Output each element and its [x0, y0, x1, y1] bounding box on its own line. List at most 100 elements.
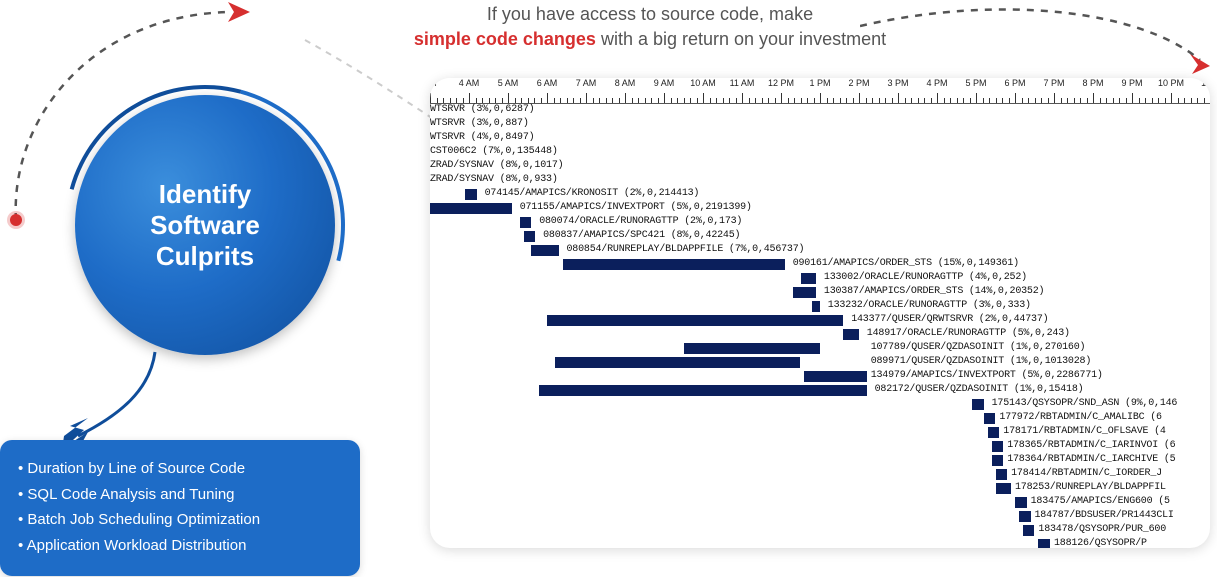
- timeline-hour-label: 6 PM: [1004, 78, 1025, 88]
- gantt-row-label: 178171/RBTADMIN/C_OFLSAVE (4: [1003, 426, 1165, 437]
- gantt-row-label: 188126/QSYSOPR/P: [1054, 538, 1147, 548]
- gantt-row-label: 130387/AMAPICS/ORDER_STS (14%,0,20352): [824, 286, 1044, 297]
- gantt-row: 090161/AMAPICS/ORDER_STS (15%,0,149361): [430, 258, 1210, 272]
- timeline-hour-label: 5 AM: [498, 78, 519, 88]
- gantt-row-label: 143377/QUSER/QRWTSRVR (2%,0,44737): [851, 314, 1048, 325]
- timeline-hour-label: 10 PM: [1158, 78, 1184, 88]
- gantt-bar: [988, 427, 1000, 438]
- gantt-row-label: 178364/RBTADMIN/C_IARCHIVE (5: [1007, 454, 1175, 465]
- timeline-hour-label: 11 AM: [730, 78, 755, 88]
- gantt-bar: [524, 231, 536, 242]
- gantt-row-label: 133002/ORACLE/RUNORAGTTP (4%,0,252): [824, 272, 1027, 283]
- gantt-body: WTSRVR (3%,0,6287) WTSRVR (3%,0,887)WTSRV…: [430, 104, 1210, 548]
- gantt-bar: [465, 189, 477, 200]
- gantt-bar: [984, 413, 996, 424]
- feature-item: Application Workload Distribution: [18, 533, 342, 559]
- timeline-ticks: [430, 93, 1210, 103]
- timeline-hour-label: AM: [430, 78, 437, 88]
- timeline-hour-label: 4 AM: [459, 78, 480, 88]
- gantt-bar: [1023, 525, 1035, 536]
- timeline-hour-label: 12 PM: [768, 78, 794, 88]
- gantt-row-label: 090161/AMAPICS/ORDER_STS (15%,0,149361): [793, 258, 1019, 269]
- gantt-bar: [996, 483, 1012, 494]
- timeline-hour-label: 11 P: [1201, 78, 1210, 88]
- timeline-hour-label: 8 PM: [1082, 78, 1103, 88]
- gantt-row-label: ZRAD/SYSNAV (8%,0,933): [430, 174, 558, 185]
- gantt-bar: [996, 469, 1008, 480]
- gantt-row: 143377/QUSER/QRWTSRVR (2%,0,44737): [430, 314, 1210, 328]
- gantt-row-label: 183475/AMAPICS/ENG600 (5: [1031, 496, 1170, 507]
- gantt-row: WTSRVR (3%,0,6287): [430, 104, 1210, 118]
- gantt-row-label: 184787/BDSUSER/PR1443CLI: [1035, 510, 1174, 521]
- feature-item: SQL Code Analysis and Tuning: [18, 482, 342, 508]
- gantt-bar: [992, 455, 1004, 466]
- gantt-bar: [539, 385, 867, 396]
- timeline-hour-label: 4 PM: [926, 78, 947, 88]
- gantt-row-label: 175143/QSYSOPR/SND_ASN (9%,0,146: [992, 398, 1178, 409]
- gantt-row: 188126/QSYSOPR/P: [430, 538, 1210, 548]
- gantt-row-label: 134979/AMAPICS/INVEXTPORT (5%,0,2286771): [871, 370, 1103, 381]
- gantt-row-label: 089971/QUSER/QZDASOINIT (1%,0,1013028): [871, 356, 1091, 367]
- gantt-bar: [563, 259, 785, 270]
- header-text: If you have access to source code, make …: [350, 2, 950, 52]
- gantt-row: 089971/QUSER/QZDASOINIT (1%,0,1013028): [430, 356, 1210, 370]
- feature-item: Batch Job Scheduling Optimization: [18, 507, 342, 533]
- gantt-row-label: 178414/RBTADMIN/C_IORDER_J: [1011, 468, 1162, 479]
- gantt-row-label: 082172/QUSER/QZDASOINIT (1%,0,15418): [875, 384, 1084, 395]
- gantt-row: WTSRVR (3%,0,887): [430, 118, 1210, 132]
- timeline-hour-label: 3 PM: [887, 78, 908, 88]
- gantt-row-label: CST006C2 (7%,0,135448): [430, 146, 558, 157]
- gantt-bar: [430, 203, 512, 214]
- gantt-bar: [801, 273, 817, 284]
- timeline-hour-label: 8 AM: [615, 78, 636, 88]
- gantt-row-label: 133232/ORACLE/RUNORAGTTP (3%,0,333): [828, 300, 1031, 311]
- gantt-row-label: 178253/RUNREPLAY/BLDAPPFIL: [1015, 482, 1166, 493]
- gantt-row: 071155/AMAPICS/INVEXTPORT (5%,0,2191399): [430, 202, 1210, 216]
- gantt-row-label: WTSRVR (4%,0,8497): [430, 132, 534, 143]
- arc-start-dot: [10, 214, 22, 226]
- timeline-hour-label: 1 PM: [809, 78, 830, 88]
- gantt-bar: [684, 343, 821, 354]
- gantt-bar: [1019, 511, 1031, 522]
- gantt-row: 178365/RBTADMIN/C_IARINVOI (6: [430, 440, 1210, 454]
- gantt-row: 133232/ORACLE/RUNORAGTTP (3%,0,333): [430, 300, 1210, 314]
- gantt-row: 133002/ORACLE/RUNORAGTTP (4%,0,252): [430, 272, 1210, 286]
- gantt-row-label: 183478/QSYSOPR/PUR_600: [1038, 524, 1166, 535]
- gantt-row-label: WTSRVR (3%,0,6287): [430, 104, 534, 115]
- gantt-row: 074145/AMAPICS/KRONOSIT (2%,0,214413): [430, 188, 1210, 202]
- gantt-row: CST006C2 (7%,0,135448): [430, 146, 1210, 160]
- gantt-row: ZRAD/SYSNAV (8%,0,933): [430, 174, 1210, 188]
- gantt-panel: AM4 AM5 AM6 AM7 AM8 AM9 AM10 AM11 AM12 P…: [430, 78, 1210, 548]
- gantt-bar: [812, 301, 820, 312]
- gantt-bar: [1015, 497, 1027, 508]
- gantt-row: 107789/QUSER/QZDASOINIT (1%,0,270160): [430, 342, 1210, 356]
- gantt-row-label: 178365/RBTADMIN/C_IARINVOI (6: [1007, 440, 1175, 451]
- gantt-row: 178253/RUNREPLAY/BLDAPPFIL: [430, 482, 1210, 496]
- gantt-row: 178364/RBTADMIN/C_IARCHIVE (5: [430, 454, 1210, 468]
- gantt-row-label: 074145/AMAPICS/KRONOSIT (2%,0,214413): [485, 188, 700, 199]
- connector-arrow: [60, 350, 180, 450]
- timeline-hour-label: 10 AM: [690, 78, 716, 88]
- gantt-bar: [1038, 539, 1050, 548]
- header-line1: If you have access to source code, make: [487, 4, 813, 24]
- gantt-row-label: ZRAD/SYSNAV (8%,0,1017): [430, 160, 563, 171]
- gantt-row: 183478/QSYSOPR/PUR_600: [430, 524, 1210, 538]
- gantt-row: ZRAD/SYSNAV (8%,0,1017): [430, 160, 1210, 174]
- arrowhead-top-left: [228, 2, 250, 27]
- gantt-row: 080837/AMAPICS/SPC421 (8%,0,42245): [430, 230, 1210, 244]
- gantt-row-label: 071155/AMAPICS/INVEXTPORT (5%,0,2191399): [520, 202, 752, 213]
- gantt-row: 184787/BDSUSER/PR1443CLI: [430, 510, 1210, 524]
- timeline-hour-label: 6 AM: [537, 78, 558, 88]
- gantt-row: 178414/RBTADMIN/C_IORDER_J: [430, 468, 1210, 482]
- feature-box: Duration by Line of Source Code SQL Code…: [0, 440, 360, 576]
- gantt-row-label: 080074/ORACLE/RUNORAGTTP (2%,0,173): [539, 216, 742, 227]
- header-line2: with a big return on your investment: [596, 29, 886, 49]
- gantt-bar: [531, 245, 558, 256]
- gantt-row: 134979/AMAPICS/INVEXTPORT (5%,0,2286771): [430, 370, 1210, 384]
- culprit-circle-wrap: Identify Software Culprits: [75, 95, 335, 355]
- gantt-row-label: 080837/AMAPICS/SPC421 (8%,0,42245): [543, 230, 740, 241]
- gantt-bar: [547, 315, 843, 326]
- timeline-hour-label: 9 AM: [654, 78, 675, 88]
- gantt-row-label: 148917/ORACLE/RUNORAGTTP (5%,0,243): [867, 328, 1070, 339]
- gantt-row-label: 177972/RBTADMIN/C_AMALIBC (6: [999, 412, 1161, 423]
